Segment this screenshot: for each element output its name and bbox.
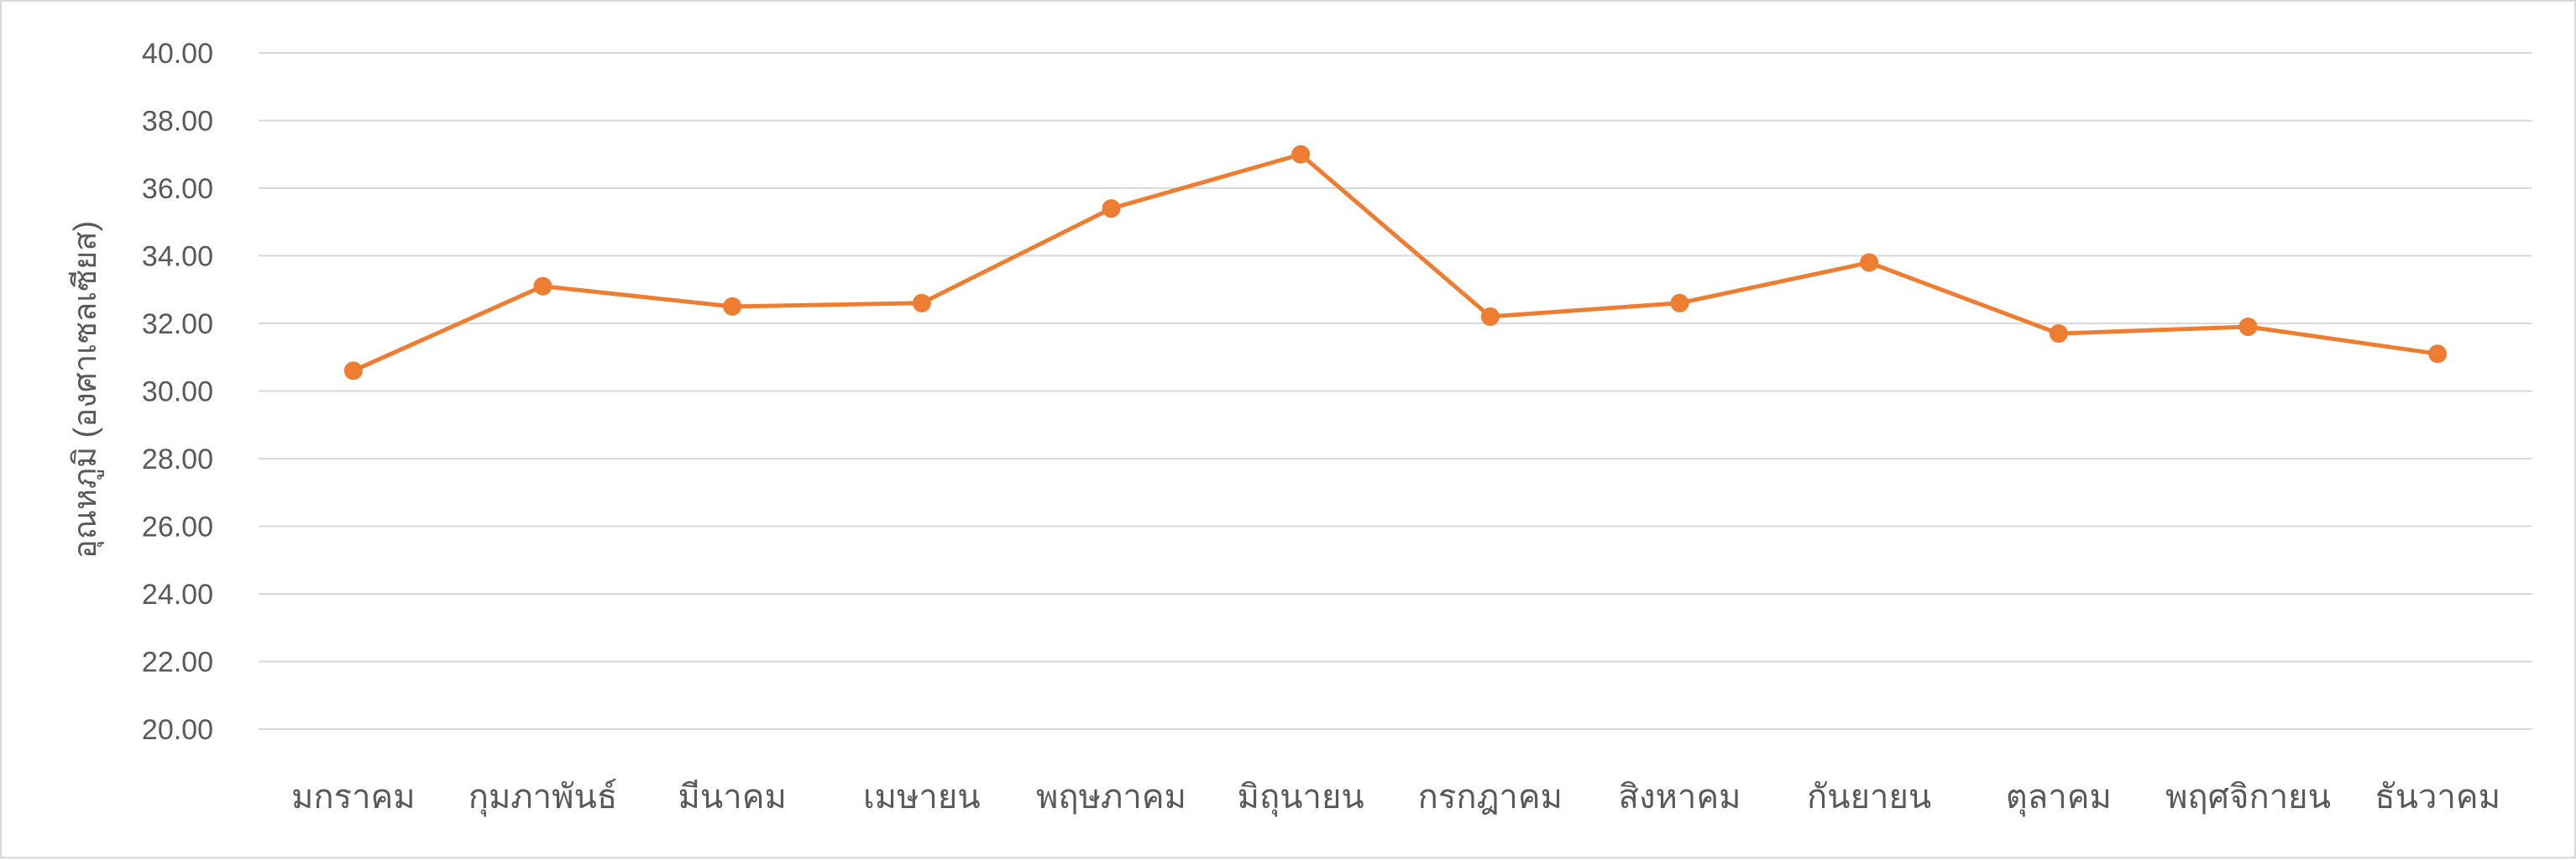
- y-tick-label: 22.00: [142, 647, 213, 679]
- data-point: [2428, 344, 2448, 364]
- data-point: [343, 361, 363, 381]
- series-line: [351, 152, 2440, 373]
- x-category-label: มกราคม: [291, 779, 416, 816]
- gridlines: [259, 52, 2532, 730]
- x-category-label: กุมภาพันธ์: [469, 778, 618, 817]
- data-point: [1102, 199, 1121, 218]
- data-point: [723, 297, 742, 316]
- x-axis-categories: มกราคม กุมภาพันธ์ มีนาคม เมษายน พฤษภาคม มิถุน…: [291, 778, 2500, 817]
- x-category-label: กรกฎาคม: [1418, 779, 1563, 816]
- data-point: [1291, 144, 1311, 164]
- x-category-label: พฤศจิกายน: [2165, 779, 2331, 816]
- data-point: [1670, 293, 1689, 312]
- y-tick-label: 40.00: [142, 38, 213, 70]
- y-tick-label: 26.00: [142, 512, 213, 543]
- data-point: [1860, 253, 1879, 272]
- y-tick-label: 30.00: [142, 376, 213, 408]
- data-point: [2049, 324, 2068, 344]
- x-category-label: พฤษภาคม: [1036, 779, 1186, 816]
- y-tick-label: 32.00: [142, 308, 213, 340]
- x-category-label: เมษายน: [863, 779, 981, 816]
- y-axis-title: อุณหภูมิ (องศาเซลเซียส): [68, 221, 104, 559]
- y-tick-label: 34.00: [142, 241, 213, 273]
- x-category-label: กันยายน: [1807, 779, 1931, 816]
- series-temperature: [343, 144, 2448, 381]
- x-category-label: ตุลาคม: [2006, 779, 2112, 817]
- data-point: [912, 293, 931, 312]
- y-axis-ticks: 20.00 22.00 24.00 26.00 28.00 30.00 32.00 34.00…: [142, 38, 213, 746]
- data-point: [1480, 307, 1500, 326]
- x-category-label: ธันวาคม: [2374, 779, 2500, 816]
- x-category-label: สิงหาคม: [1619, 779, 1741, 816]
- y-tick-label: 24.00: [142, 579, 213, 611]
- y-tick-label: 20.00: [142, 714, 213, 746]
- x-category-label: มิถุนายน: [1238, 779, 1364, 817]
- y-tick-label: 38.00: [142, 106, 213, 138]
- data-point: [2238, 318, 2258, 337]
- y-tick-label: 36.00: [142, 173, 213, 205]
- x-category-label: มีนาคม: [678, 779, 787, 816]
- data-point: [533, 276, 552, 296]
- y-tick-label: 28.00: [142, 444, 213, 475]
